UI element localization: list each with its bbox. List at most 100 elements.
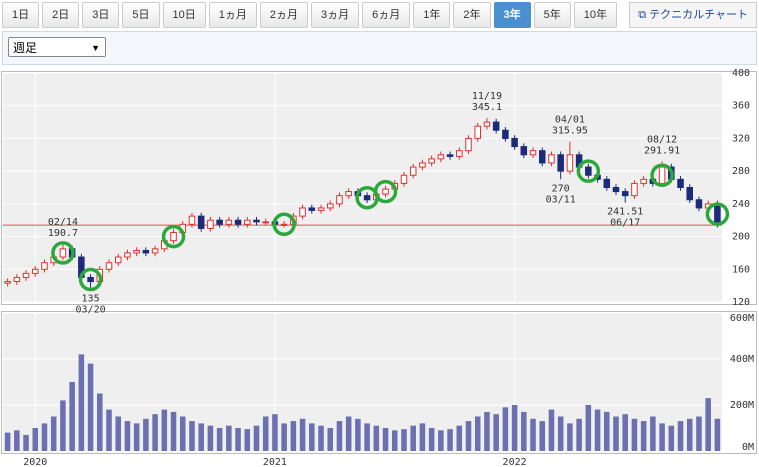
period-tab[interactable]: 1年 [413, 2, 451, 28]
icon: ⧉ [638, 9, 650, 21]
candle-body [197, 215, 205, 229]
volume-bar [253, 425, 260, 451]
annotation: 02/14 [48, 217, 78, 228]
volume-bar [161, 409, 168, 451]
highlight-circle [272, 212, 296, 237]
period-tab[interactable]: 1日 [2, 2, 40, 28]
volume-bar [382, 428, 389, 451]
period-tab[interactable]: 10年 [573, 2, 617, 28]
candle-body [4, 281, 11, 284]
annotation: 135 [82, 294, 100, 305]
highlight-circle [650, 163, 674, 187]
period-tab[interactable]: 6ヵ月 [362, 2, 411, 28]
volume-bar [428, 428, 435, 451]
highlight-circle [51, 241, 75, 265]
volume-bar [659, 423, 665, 451]
candle-body [511, 137, 518, 148]
highlight-circle [161, 224, 186, 249]
annotation: 03/20 [76, 305, 106, 316]
period-tab[interactable]: 5年 [533, 2, 571, 28]
annotation: 291.91 [644, 145, 680, 156]
volume-plot [3, 313, 722, 451]
volume-bar [391, 430, 398, 451]
volume-bar [456, 425, 463, 451]
period-tab[interactable]: 3日 [82, 2, 120, 28]
candle-body [105, 262, 113, 270]
candle-body [557, 154, 564, 172]
candle-body [400, 174, 408, 184]
volume-bar [272, 414, 278, 451]
period-tab[interactable]: 3ヵ月 [311, 2, 360, 28]
volume-tick-label: 400M [730, 354, 754, 365]
candle-body [280, 223, 288, 226]
volume-bar [668, 425, 675, 451]
volume-bar [355, 418, 361, 451]
volume-bar [484, 411, 490, 451]
volume-bar [23, 434, 29, 451]
y-tick-label: 240 [732, 199, 750, 210]
candle-body [225, 219, 233, 225]
candle-body [59, 248, 67, 258]
volume-bar [244, 429, 251, 451]
candle-body [502, 129, 509, 139]
volume-bar [714, 418, 721, 451]
period-tab[interactable]: 1ヵ月 [208, 2, 257, 28]
candle-body [446, 154, 454, 157]
volume-tick-label: 600M [730, 313, 754, 324]
volume-bar [32, 428, 39, 451]
y-tick-label: 120 [732, 297, 750, 308]
candle-body [151, 248, 159, 254]
volume-bar [262, 416, 269, 451]
candle-body [538, 150, 546, 164]
y-tick-label: 200 [732, 232, 750, 243]
period-tab[interactable]: 2ヵ月 [259, 2, 308, 28]
candle-body [188, 215, 196, 225]
candle-body [465, 137, 472, 152]
option-bar: 週足 ▼ [2, 31, 757, 65]
volume-bar [189, 421, 195, 451]
candle-body [631, 182, 638, 197]
annotation: 03/11 [546, 194, 576, 205]
candle-body [714, 203, 721, 225]
volume-bar [87, 363, 94, 451]
annotation: 06/17 [610, 218, 640, 229]
period-tab[interactable]: 2日 [42, 2, 80, 28]
candle-body [612, 187, 620, 193]
candle-body [308, 207, 316, 211]
candle-body [492, 121, 500, 131]
period-tab[interactable]: 10日 [162, 2, 206, 28]
candle-body [170, 231, 177, 242]
candle-body [603, 178, 611, 188]
period-tab[interactable]: 5日 [122, 2, 160, 28]
highlight-circle [576, 159, 601, 183]
link-text: テクニカルチャート [649, 9, 748, 21]
volume-bar [447, 429, 453, 451]
candle-body [253, 219, 260, 223]
volume-bar [106, 409, 112, 451]
x-tick-label: 2020 [23, 457, 47, 467]
volume-tick-label: 200M [730, 400, 754, 411]
volume-bar [198, 423, 204, 451]
volume-bar [622, 414, 628, 451]
period-select[interactable]: 週足 ▼ [8, 37, 106, 57]
volume-bar [640, 421, 647, 451]
highlight-circle [78, 267, 103, 292]
period-tab[interactable]: 3年 [493, 2, 531, 28]
volume-bar [511, 405, 518, 451]
period-tab[interactable]: 2年 [453, 2, 491, 28]
candle-body [244, 219, 251, 225]
volume-bar [170, 411, 177, 451]
volume-bar [69, 382, 75, 451]
annotation: 270 [552, 183, 570, 194]
x-tick-label: 2021 [263, 457, 287, 467]
y-tick-label: 280 [732, 166, 750, 177]
volume-bar [548, 409, 555, 451]
volume-bar [576, 418, 582, 451]
candle-body [529, 150, 537, 156]
tab-bar: 1日 2日 3日 5日 10日 1ヵ月 2ヵ月 3ヵ月 6ヵ月 1年 2年 3年 5年 10年 [2, 2, 617, 28]
volume-bar [474, 416, 481, 451]
y-tick-label: 160 [732, 264, 750, 275]
candle-body [299, 207, 306, 217]
technical-chart-link[interactable]: ⧉ テクニカルチャート [629, 2, 757, 28]
